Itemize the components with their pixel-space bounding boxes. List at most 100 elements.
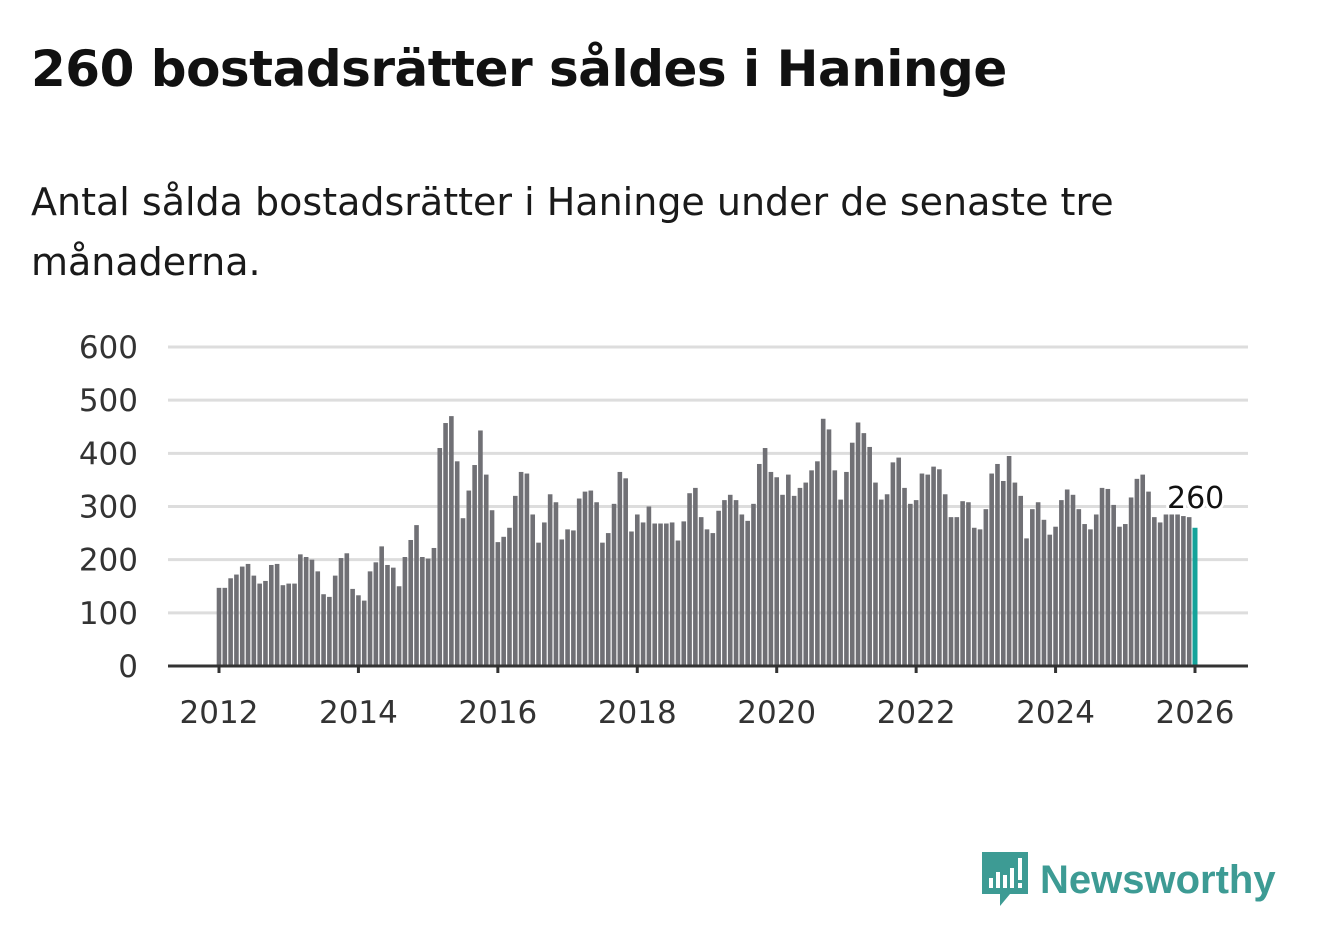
bar [1018, 495, 1024, 666]
bar [1111, 504, 1116, 666]
bar [1012, 482, 1018, 666]
y-tick-label: 500 [79, 383, 138, 419]
bar [361, 600, 367, 666]
y-tick-label: 0 [118, 649, 138, 685]
bar [966, 502, 971, 666]
chart-subtitle: Antal sålda bostadsrätter i Haninge unde… [31, 180, 1114, 284]
brand-name: Newsworthy [1040, 857, 1276, 902]
bar [571, 530, 576, 666]
bar [234, 574, 239, 666]
bar [594, 502, 599, 666]
bar [826, 429, 832, 666]
bar [849, 442, 855, 666]
bar [733, 500, 739, 666]
bar [634, 514, 640, 666]
bar [274, 563, 280, 666]
bar [600, 542, 605, 666]
highlighted-bar [1192, 527, 1198, 666]
bar [425, 558, 431, 666]
y-tick-label: 200 [79, 543, 138, 579]
bar [309, 559, 315, 666]
bar [629, 531, 634, 666]
bar [280, 585, 286, 666]
bar [803, 482, 809, 666]
bar [1128, 497, 1134, 666]
bar [693, 487, 698, 666]
bar [1163, 514, 1169, 666]
bar [327, 596, 332, 666]
bar [1070, 494, 1076, 666]
bar [745, 520, 750, 666]
bar [1053, 526, 1058, 666]
bar [908, 503, 913, 666]
bar [332, 575, 338, 666]
bar [565, 529, 570, 666]
bar [1157, 522, 1163, 666]
bar [1082, 524, 1087, 666]
bar [878, 499, 884, 666]
bar [675, 540, 681, 666]
bar [576, 498, 582, 666]
bar [1105, 488, 1111, 666]
bar [774, 477, 780, 666]
bar [983, 509, 989, 666]
bar [239, 566, 245, 666]
bar [884, 494, 890, 666]
bar [687, 493, 692, 666]
bar [338, 558, 344, 666]
bar [507, 527, 512, 666]
bar [640, 522, 646, 666]
bar [478, 430, 483, 666]
bar [524, 473, 530, 666]
x-tick-label: 2024 [1016, 695, 1095, 731]
bar [263, 580, 268, 666]
bar [1030, 509, 1035, 666]
bar [861, 433, 867, 666]
bar [454, 461, 460, 666]
bar [402, 557, 408, 666]
bar [797, 487, 803, 666]
bar [356, 595, 361, 666]
bar [251, 575, 257, 666]
bar [536, 542, 541, 666]
bar [582, 491, 588, 666]
bar [495, 542, 501, 666]
bar [704, 529, 710, 666]
bar [617, 471, 623, 666]
bar [257, 583, 262, 666]
bar [472, 465, 477, 666]
bar [350, 588, 355, 666]
bar [1169, 514, 1175, 666]
bar [722, 500, 727, 666]
bar [414, 525, 419, 666]
bar [373, 562, 379, 666]
bar [664, 523, 669, 666]
bar [919, 473, 925, 666]
bar [971, 527, 977, 666]
bar [420, 557, 425, 666]
bar [710, 533, 716, 666]
bar [367, 571, 373, 666]
bar [756, 463, 762, 666]
bar [466, 490, 472, 666]
bar [902, 487, 907, 666]
bar [530, 514, 536, 666]
bar [786, 474, 791, 666]
bar [727, 494, 733, 666]
y-tick-label: 300 [79, 490, 138, 526]
bar [443, 423, 448, 666]
bar [890, 462, 896, 666]
bar [815, 461, 820, 666]
bar [286, 583, 292, 666]
bar [1076, 509, 1082, 666]
bar [222, 587, 228, 666]
bar [995, 463, 1000, 666]
bar [216, 587, 222, 666]
bar [652, 523, 658, 666]
bar [408, 539, 414, 666]
y-tick-label: 100 [79, 596, 138, 632]
bar [762, 448, 768, 666]
bar [547, 494, 553, 666]
bar [390, 567, 396, 666]
